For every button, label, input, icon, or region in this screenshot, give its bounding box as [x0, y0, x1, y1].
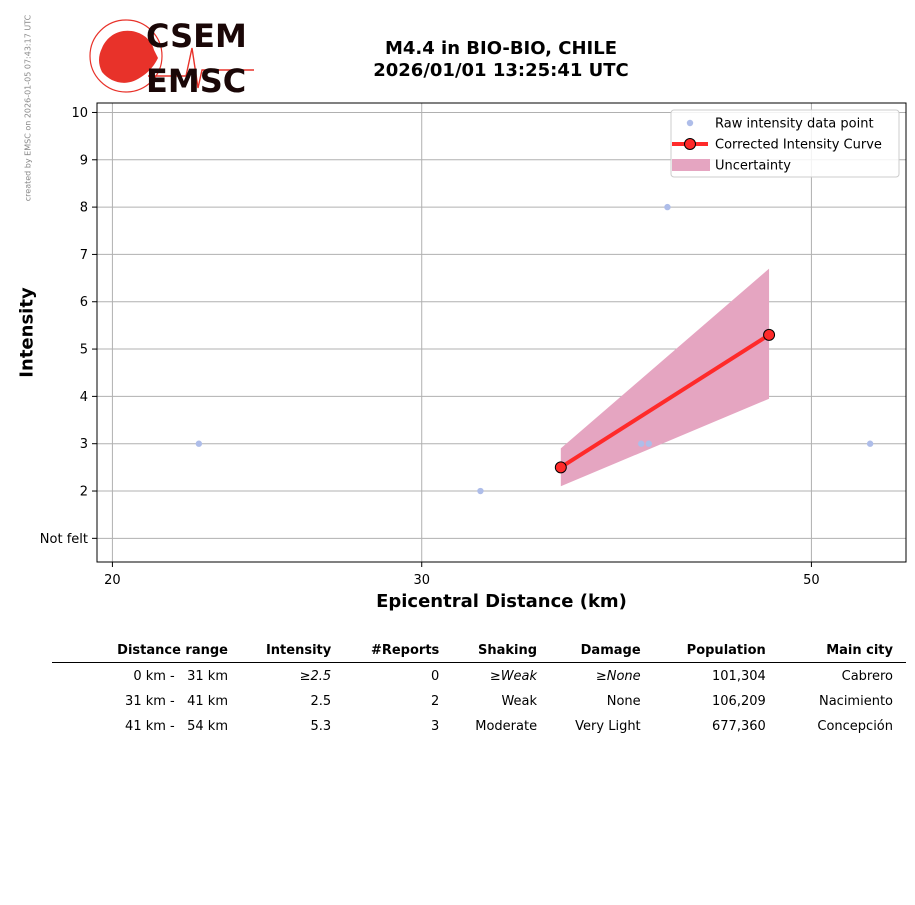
legend-raw-symbol: [686, 119, 694, 127]
chart-title-time: 2026/01/01 13:25:41 UTC: [373, 60, 629, 81]
header-intensity: Intensity: [228, 640, 332, 663]
cell-shaking: Moderate: [475, 719, 538, 734]
cell-city: Nacimiento: [818, 694, 893, 709]
header-damage: Damage: [537, 640, 641, 663]
corrected-intensity-line: [559, 333, 771, 470]
header-reports: #Reports: [331, 640, 440, 663]
cell-city: Cabrero: [841, 669, 893, 684]
y-tick-label: 8: [80, 201, 88, 216]
raw-intensity-point: [645, 440, 652, 447]
cell-damage: ≥None: [595, 669, 641, 684]
y-tick-label: 10: [71, 106, 88, 121]
raw-intensity-point: [664, 203, 671, 211]
cell-reports: 3: [431, 719, 440, 734]
chart-title-event: M4.4 in BIO-BIO, CHILE: [384, 38, 617, 59]
legend-band-symbol: [672, 159, 710, 171]
cell-population: 101,304: [712, 669, 766, 684]
legend: Raw intensity data point Corrected Intens…: [670, 109, 900, 178]
header-distance-range: Distance range: [52, 640, 228, 663]
chart-title: M4.4 in BIO-BIO, CHILE 2026/01/01 13:25:…: [300, 38, 702, 82]
raw-intensity-point: [637, 440, 645, 447]
legend-curve-marker: [684, 138, 696, 150]
table-row: 41 km - 54 km 5.3 3 Moderate Very Light …: [52, 713, 906, 738]
cell-intensity: 2.5: [310, 694, 332, 709]
intensity-curve-layer: [554, 328, 776, 474]
cell-intensity: ≥2.5: [299, 669, 332, 684]
raw-intensity-point: [477, 487, 484, 495]
cell-reports: 0: [431, 669, 440, 684]
cell-range: 0 km - 31 km: [133, 669, 228, 684]
header-main-city: Main city: [765, 640, 906, 663]
y-tick-label: 2: [80, 485, 88, 500]
corrected-intensity-marker: [763, 328, 776, 341]
svg-text:CSEM: CSEM: [146, 18, 247, 55]
x-tick-label: 30: [413, 573, 430, 588]
cell-shaking: ≥Weak: [489, 669, 538, 684]
cell-damage: Very Light: [575, 719, 641, 734]
cell-population: 106,209: [712, 694, 766, 709]
corrected-intensity-marker: [554, 461, 567, 474]
legend-entry-label: Corrected Intensity Curve: [715, 138, 882, 153]
csem-emsc-logo: CSEM EMSC: [89, 18, 254, 98]
axis-ticks: 20 30 50 Not felt 2 3 4 5 6 7 8 9 10: [40, 106, 820, 588]
cell-damage: None: [606, 694, 641, 709]
table-header-row: Distance range Intensity #Reports Shakin…: [52, 640, 906, 663]
y-tick-label: 9: [80, 153, 88, 168]
legend-entry-label: Uncertainty: [715, 159, 791, 174]
cell-range: 41 km - 54 km: [125, 719, 228, 734]
cell-reports: 2: [431, 694, 440, 709]
cell-shaking: Weak: [501, 694, 538, 709]
y-tick-label: 4: [80, 390, 88, 405]
y-tick-label: Not felt: [40, 532, 88, 547]
cell-intensity: 5.3: [310, 719, 332, 734]
plot-frame: [96, 102, 907, 563]
x-tick-label: 50: [803, 573, 820, 588]
intensity-summary-table: Distance range Intensity #Reports Shakin…: [52, 640, 906, 738]
legend-box: [670, 109, 900, 178]
y-axis-label: Intensity: [16, 287, 37, 378]
y-tick-label: 7: [80, 248, 88, 263]
raw-points-layer: [195, 203, 874, 495]
cell-city: Concepción: [817, 719, 893, 734]
y-tick-label: 5: [80, 343, 88, 358]
table-row: 31 km - 41 km 2.5 2 Weak None 106,209 Na…: [52, 688, 906, 713]
cell-range: 31 km - 41 km: [125, 694, 228, 709]
header-population: Population: [640, 640, 766, 663]
y-tick-label: 3: [80, 437, 88, 452]
x-axis-label: Epicentral Distance (km): [376, 591, 627, 612]
intensity-chart: 20 30 50 Not felt 2 3 4 5 6 7 8 9 10 Epicentral Dist…: [16, 102, 907, 612]
x-tick-label: 20: [104, 573, 121, 588]
cell-population: 677,360: [712, 719, 766, 734]
raw-intensity-point: [195, 440, 203, 447]
legend-entry-label: Raw intensity data point: [715, 117, 874, 132]
y-tick-label: 6: [80, 295, 88, 310]
header-shaking: Shaking: [439, 640, 538, 663]
table-row: 0 km - 31 km ≥2.5 0 ≥Weak ≥None 101,304 …: [52, 663, 906, 689]
raw-intensity-point: [866, 440, 874, 447]
svg-text:EMSC: EMSC: [146, 62, 246, 98]
